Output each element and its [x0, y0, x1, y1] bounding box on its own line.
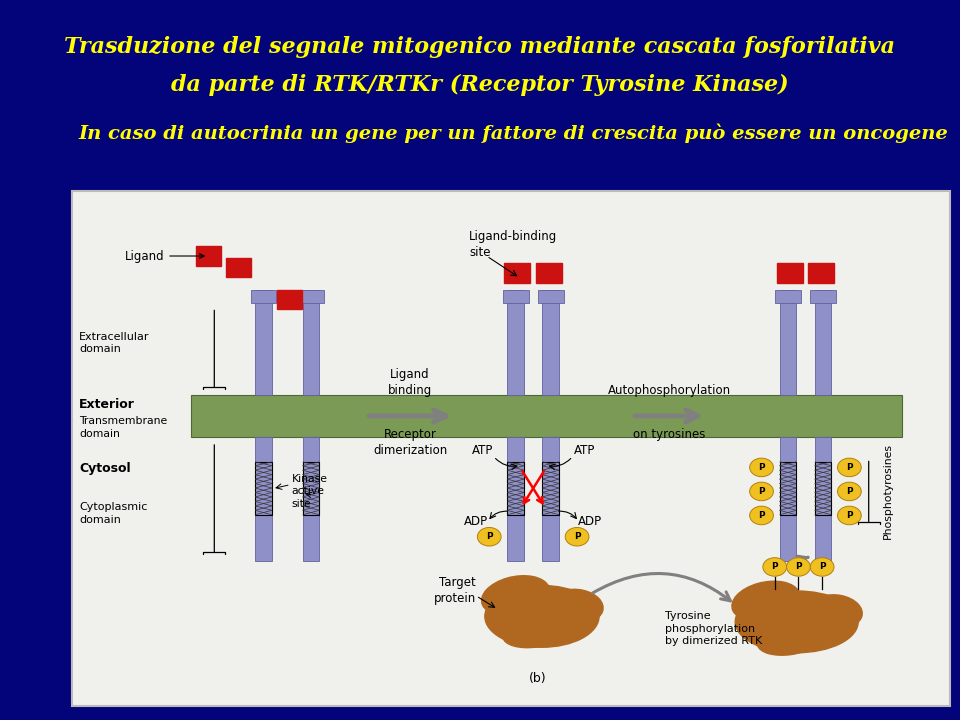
Ellipse shape — [810, 595, 862, 629]
Ellipse shape — [735, 591, 858, 653]
Bar — [538, 290, 564, 302]
Ellipse shape — [485, 585, 599, 647]
Circle shape — [750, 482, 774, 500]
Text: Cytoplasmic
domain: Cytoplasmic domain — [79, 503, 148, 525]
Text: Trasduzione del segnale mitogenico mediante cascata fosforilativa: Trasduzione del segnale mitogenico media… — [64, 36, 896, 58]
Bar — [255, 462, 272, 515]
Ellipse shape — [757, 627, 818, 655]
Circle shape — [837, 482, 861, 500]
Text: ATP: ATP — [573, 444, 595, 456]
Text: P: P — [486, 532, 492, 541]
Text: Ligand
binding: Ligand binding — [388, 368, 432, 397]
Bar — [298, 290, 324, 302]
Text: Transmembrane
domain: Transmembrane domain — [79, 416, 167, 438]
Bar — [503, 290, 529, 302]
Text: Exterior: Exterior — [79, 398, 135, 411]
Text: In caso di autocrinia un gene per un fattore di crescita può essere un oncogene: In caso di autocrinia un gene per un fat… — [79, 123, 948, 143]
Bar — [542, 436, 559, 562]
Circle shape — [750, 506, 774, 525]
Text: P: P — [758, 463, 765, 472]
Text: P: P — [846, 511, 852, 520]
Bar — [507, 290, 524, 395]
Text: P: P — [772, 562, 778, 572]
Bar — [302, 436, 320, 562]
Bar — [775, 290, 801, 302]
Text: da parte di RTK/RTKr (Receptor Tyrosine Kinase): da parte di RTK/RTKr (Receptor Tyrosine … — [171, 74, 789, 96]
Circle shape — [837, 458, 861, 477]
Bar — [780, 436, 796, 562]
Text: P: P — [758, 487, 765, 496]
Text: Tyrosine
phosphorylation
by dimerized RTK: Tyrosine phosphorylation by dimerized RT… — [665, 611, 762, 646]
Bar — [810, 290, 836, 302]
Text: P: P — [819, 562, 826, 572]
Circle shape — [565, 528, 588, 546]
Bar — [542, 290, 559, 395]
Circle shape — [786, 558, 810, 576]
Text: P: P — [795, 562, 802, 572]
Circle shape — [750, 458, 774, 477]
Bar — [507, 436, 524, 562]
Circle shape — [763, 558, 786, 576]
Bar — [815, 436, 831, 562]
Text: Target
protein: Target protein — [434, 576, 476, 605]
Bar — [191, 395, 902, 436]
Bar — [780, 290, 796, 395]
Bar — [255, 436, 272, 562]
Ellipse shape — [732, 581, 800, 621]
Bar — [507, 462, 524, 515]
Text: on tyrosines: on tyrosines — [634, 428, 706, 441]
Text: P: P — [574, 532, 581, 541]
Bar — [255, 290, 272, 395]
Bar — [780, 462, 796, 515]
Text: Receptor
dimerization: Receptor dimerization — [373, 428, 447, 457]
Bar — [542, 462, 559, 515]
Ellipse shape — [482, 576, 550, 616]
Text: Extracellular
domain: Extracellular domain — [79, 332, 150, 354]
Text: (b): (b) — [529, 672, 546, 685]
Circle shape — [837, 506, 861, 525]
Bar — [251, 290, 276, 302]
Text: Ligand: Ligand — [125, 250, 204, 263]
Ellipse shape — [503, 619, 564, 648]
Circle shape — [477, 528, 501, 546]
Bar — [815, 462, 831, 515]
Text: Kinase
active
site: Kinase active site — [292, 474, 327, 509]
Ellipse shape — [551, 589, 603, 623]
Text: ADP: ADP — [578, 515, 602, 528]
Text: ADP: ADP — [464, 515, 488, 528]
Bar — [302, 290, 320, 395]
Text: Autophosphorylation: Autophosphorylation — [608, 384, 731, 397]
Text: Phosphotyrosines: Phosphotyrosines — [883, 444, 893, 539]
Bar — [302, 462, 320, 515]
Text: Ligand-binding
site: Ligand-binding site — [469, 230, 558, 258]
Text: P: P — [846, 487, 852, 496]
Text: ATP: ATP — [471, 444, 492, 456]
Bar — [815, 290, 831, 395]
Text: P: P — [758, 511, 765, 520]
Circle shape — [810, 558, 834, 576]
Text: Cytosol: Cytosol — [79, 462, 131, 475]
Text: P: P — [846, 463, 852, 472]
